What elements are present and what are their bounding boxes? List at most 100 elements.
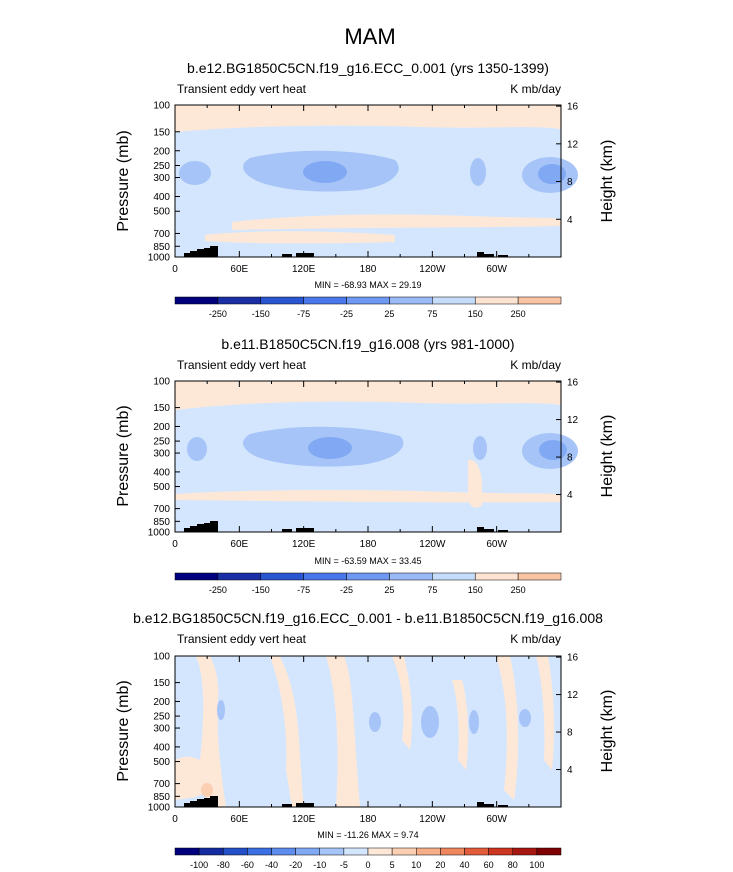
panel-3: b.e12.BG1850C5CN.f19_g16.ECC_0.001 - b.e…: [115, 610, 616, 870]
colorbar-label: -75: [297, 309, 310, 319]
colorbar-label: 25: [384, 309, 394, 319]
panel-3-colorbar: -100 -80 -60 -40 -20 -10 -5 0 5 10 20 40 60 80 100: [174, 847, 562, 870]
x-tick-label: 180: [360, 264, 377, 275]
colorbar-swatch: [303, 572, 347, 581]
panel-2-mid-anomaly-4: [473, 436, 487, 460]
colorbar-label: 250: [511, 309, 526, 319]
y-tick-label: 500: [153, 757, 170, 768]
panel-3-positive-column-5: [452, 680, 469, 770]
panel-2: b.e11.B1850C5CN.f19_g16.008 (yrs 981-100…: [115, 336, 616, 595]
panel-1-core-1: [303, 161, 347, 183]
panel-3-negative-spot-1: [421, 706, 439, 738]
panel-1-units: K mb/day: [510, 82, 561, 96]
panel-3-ylabel: Pressure (mb): [115, 680, 132, 781]
y-tick-label: 1000: [148, 253, 171, 264]
colorbar-swatch: [389, 572, 433, 581]
figure-title: MAM: [344, 24, 395, 49]
y-tick-label: 1000: [148, 528, 171, 539]
colorbar-swatch: [343, 847, 369, 856]
colorbar-label: 10: [411, 860, 421, 870]
colorbar-swatch: [346, 296, 390, 305]
panel-1-lower-band: [205, 231, 395, 244]
panel-3-positive-spot: [201, 783, 213, 797]
panel-1-stats: MIN = -68.93 MAX = 29.19: [314, 280, 421, 290]
panel-3-positive-column-3: [326, 656, 360, 807]
y-tick-label: 150: [153, 678, 170, 689]
panel-1: b.e12.BG1850C5CN.f19_g16.ECC_0.001 (yrs …: [115, 60, 616, 319]
x-tick-label: 120E: [292, 539, 316, 550]
panel-3-negative-spot-3: [369, 712, 381, 732]
panel-3-positive-column-4: [392, 656, 412, 750]
colorbar-swatch: [391, 847, 417, 856]
x-tick-label: 120W: [419, 264, 446, 275]
colorbar-label: 20: [435, 860, 445, 870]
panel-2-ylabel: Pressure (mb): [115, 405, 132, 506]
y-tick-label: 850: [153, 242, 170, 253]
colorbar-swatch: [464, 847, 489, 856]
panel-3-positive-column-6: [496, 656, 519, 800]
panel-2-ylabel-right: Height (km): [599, 415, 616, 498]
panel-1-core-2: [538, 164, 566, 184]
panel-1-left-label: Transient eddy vert heat: [177, 82, 307, 96]
panel-2-field: [175, 381, 578, 532]
x-tick-label: 120W: [419, 539, 446, 550]
y-tick-label: 700: [153, 229, 170, 240]
y-tick-label: 500: [153, 207, 170, 218]
panel-1-colorbar: -250 -150 -75 -25 25 75 150 250: [174, 296, 562, 319]
y-tick-label: 500: [153, 482, 170, 493]
colorbar-swatch: [367, 847, 393, 856]
panel-2-left-label: Transient eddy vert heat: [177, 358, 307, 372]
panel-3-positive-column-7: [536, 656, 555, 770]
y-tick-label: 250: [153, 161, 170, 172]
colorbar-label: 60: [484, 860, 494, 870]
panel-2-near-surface-positive-band: [175, 489, 561, 503]
panel-3-positive-column-2: [270, 656, 304, 807]
colorbar-swatch: [174, 296, 219, 305]
panel-3-negative-spot-5: [519, 709, 531, 727]
colorbar-swatch: [260, 572, 304, 581]
x-tick-label: 60E: [230, 539, 248, 550]
y-tick-label: 850: [153, 792, 170, 803]
panel-3-negative-spot-2: [469, 710, 479, 734]
panel-3-title: b.e12.BG1850C5CN.f19_g16.ECC_0.001 - b.e…: [133, 610, 603, 626]
y-tick-label: 250: [153, 712, 170, 723]
panel-3-background: [175, 656, 561, 807]
colorbar-label: 40: [459, 860, 469, 870]
panel-2-eastern-plume: [468, 459, 482, 508]
colorbar-swatch: [198, 847, 224, 856]
colorbar-swatch: [474, 572, 519, 581]
colorbar-swatch: [432, 572, 476, 581]
colorbar-label: -25: [340, 309, 353, 319]
x-tick-label: 60W: [486, 539, 507, 550]
y-tick-label: 300: [153, 724, 170, 735]
colorbar-swatch: [174, 847, 200, 856]
y-tick-label: 200: [153, 146, 170, 157]
panel-2-core-1: [308, 437, 352, 459]
colorbar-label: -5: [340, 860, 348, 870]
panel-3-negative-spot-4: [217, 700, 225, 720]
panel-2-mid-anomaly-3: [187, 437, 207, 461]
colorbar-label: 75: [427, 585, 437, 595]
colorbar-swatch: [174, 572, 219, 581]
y-tick-label: 150: [153, 127, 170, 138]
y-tick-label: 250: [153, 437, 170, 448]
colorbar-label: 75: [427, 309, 437, 319]
y-right-tick-label: 16: [567, 102, 579, 113]
colorbar-swatch: [319, 847, 345, 856]
panel-1-ylabel: Pressure (mb): [115, 130, 132, 231]
panel-1-mid-anomaly-3: [179, 161, 211, 185]
colorbar-swatch: [260, 296, 304, 305]
x-tick-label: 180: [360, 814, 377, 825]
colorbar-label: 150: [468, 309, 483, 319]
panel-1-title: b.e12.BG1850C5CN.f19_g16.ECC_0.001 (yrs …: [187, 60, 549, 76]
y-right-tick-label: 8: [567, 728, 573, 739]
colorbar-swatch: [432, 296, 476, 305]
panel-2-title: b.e11.B1850C5CN.f19_g16.008 (yrs 981-100…: [221, 336, 514, 352]
x-tick-label: 120E: [292, 264, 316, 275]
y-tick-label: 400: [153, 467, 170, 478]
panel-2-land: [184, 521, 508, 532]
y-tick-label: 700: [153, 779, 170, 790]
panel-3-stats: MIN = -11.26 MAX = 9.74: [317, 830, 418, 840]
x-tick-label: 60W: [486, 264, 507, 275]
x-tick-label: 60E: [230, 814, 248, 825]
